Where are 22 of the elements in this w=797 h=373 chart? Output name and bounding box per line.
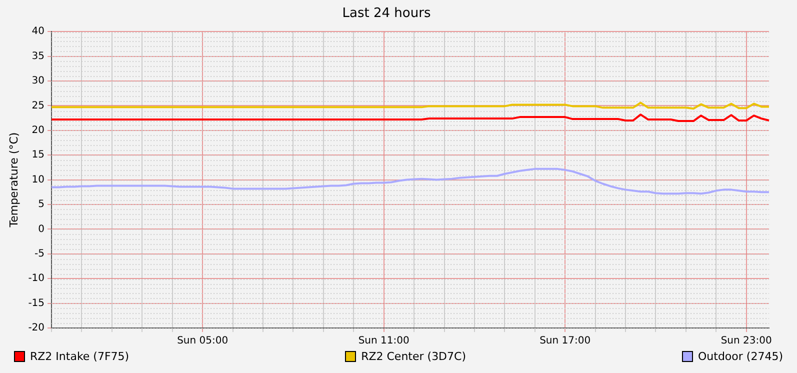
legend-label: RZ2 Center (3D7C) <box>361 350 466 363</box>
y-tick-label: 0 <box>38 224 45 235</box>
x-tick-label: Sun 17:00 <box>540 336 591 347</box>
y-tick-label: -20 <box>28 322 45 334</box>
y-tick-label: 35 <box>32 50 45 62</box>
x-tick-label: Sun 05:00 <box>177 336 228 347</box>
y-tick-label: 25 <box>32 100 45 112</box>
y-tick-label: 20 <box>32 124 45 136</box>
y-tick-label: -15 <box>28 298 45 309</box>
legend-label: Outdoor (2745) <box>698 350 783 363</box>
y-axis-title: Temperature (°C) <box>7 132 20 228</box>
chart-title: Last 24 hours <box>342 6 431 22</box>
y-tick-label: -5 <box>34 248 45 260</box>
y-tick-label: -10 <box>28 273 45 284</box>
y-tick-label: 40 <box>32 26 45 38</box>
y-tick-label: 15 <box>32 150 45 161</box>
y-tick-label: 5 <box>38 199 45 210</box>
x-tick-label: Sun 11:00 <box>358 336 410 347</box>
y-tick-label: 10 <box>32 174 45 186</box>
x-tick-label: Sun 23:00 <box>720 336 772 347</box>
y-tick-label: 30 <box>32 76 45 87</box>
legend-label: RZ2 Intake (7F75) <box>30 350 130 363</box>
